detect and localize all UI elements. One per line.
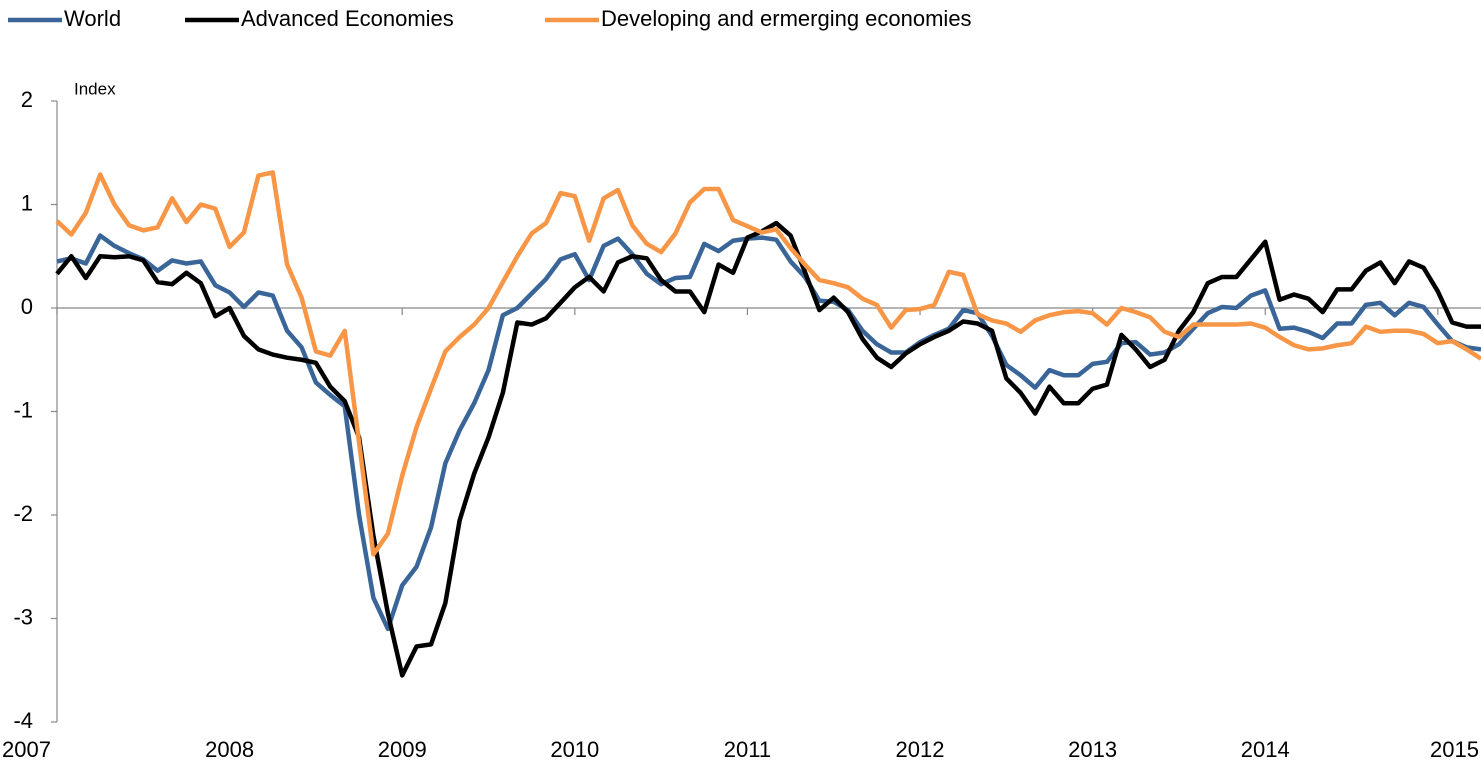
legend-label: World (64, 6, 121, 31)
legend-label: Advanced Economies (241, 6, 454, 31)
x-tick-label: 2010 (550, 737, 599, 762)
series-line (56, 233, 1481, 632)
legend-label: Developing and ermerging economies (601, 6, 972, 31)
x-tick-label: 2012 (896, 737, 945, 762)
x-tick-label: 2011 (724, 737, 771, 762)
y-tick-label: -2 (13, 501, 33, 526)
x-tick-label: 2008 (205, 737, 254, 762)
x-tick-label: 2015 (1430, 737, 1479, 762)
series-line (55, 220, 1481, 678)
y-tick-label: 0 (21, 294, 33, 319)
x-tick-label: 2009 (378, 737, 427, 762)
y-tick-label: 1 (21, 190, 33, 215)
y-axis-label: Index (74, 79, 116, 98)
y-tick-label: 2 (21, 87, 33, 112)
y-tick-label: -4 (13, 708, 33, 733)
y-tick-label: -3 (13, 604, 33, 629)
y-tick-label: -1 (13, 397, 33, 422)
x-tick-label: 2014 (1241, 737, 1290, 762)
x-tick-label: 2013 (1068, 737, 1117, 762)
series-line (55, 170, 1481, 557)
x-tick-label: 2007 (2, 737, 51, 762)
